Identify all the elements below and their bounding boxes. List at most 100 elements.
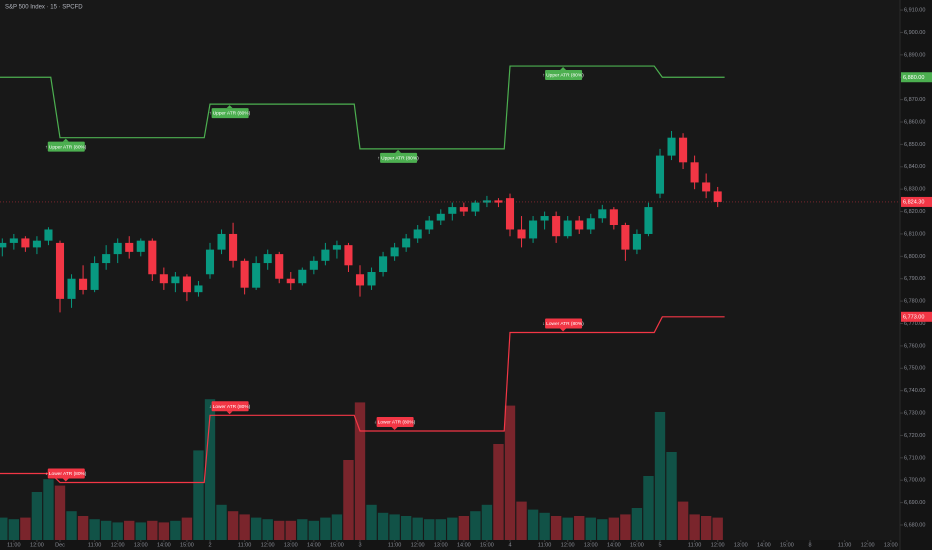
volume-bar bbox=[100, 520, 112, 540]
y-tick-label: 6,720.00 bbox=[904, 433, 925, 439]
volume-bar bbox=[516, 501, 527, 540]
volume-bar bbox=[424, 519, 435, 540]
x-tick-label: 11:00 bbox=[388, 542, 401, 548]
candle-body bbox=[205, 249, 215, 275]
volume-bar bbox=[689, 514, 700, 540]
volume-bar bbox=[527, 509, 539, 540]
x-tick-label: 11:00 bbox=[688, 542, 701, 548]
volume-bar bbox=[308, 520, 320, 540]
candle-body bbox=[390, 247, 399, 257]
candle-body bbox=[32, 240, 41, 248]
volume-bar bbox=[435, 519, 446, 540]
x-tick-label: 14:00 bbox=[457, 542, 471, 548]
candle-body bbox=[55, 242, 65, 299]
volume-bar bbox=[597, 519, 608, 540]
annotation-pointer bbox=[395, 149, 402, 153]
candle-body bbox=[713, 191, 722, 202]
volume-bar bbox=[666, 452, 677, 540]
candle-body bbox=[148, 240, 157, 275]
y-tick-label: 6,830.00 bbox=[904, 187, 925, 193]
x-tick-label: 14:00 bbox=[307, 542, 321, 548]
candle-body bbox=[263, 254, 272, 264]
x-tick-label: 13:00 bbox=[284, 542, 298, 548]
volume-bar bbox=[239, 514, 250, 540]
x-tick-label: 15:00 bbox=[780, 542, 794, 548]
candle-body bbox=[252, 263, 261, 288]
candle-body bbox=[632, 233, 641, 250]
x-tick-label: 11:00 bbox=[7, 542, 20, 548]
volume-bar bbox=[631, 508, 643, 540]
volume-bar bbox=[54, 485, 66, 540]
y-tick-label: 6,860.00 bbox=[904, 119, 925, 125]
candle-body bbox=[367, 272, 376, 286]
candle-body bbox=[436, 213, 445, 221]
x-tick-label: 12:00 bbox=[861, 542, 875, 548]
x-tick-label: 11:00 bbox=[88, 542, 101, 548]
x-tick-label: 13:00 bbox=[434, 542, 448, 548]
annotation-box bbox=[545, 318, 583, 329]
y-tick-label: 6,770.00 bbox=[904, 321, 925, 327]
volume-bar bbox=[389, 514, 400, 540]
candle-body bbox=[425, 220, 434, 230]
candle-body bbox=[448, 207, 457, 214]
volume-bar bbox=[181, 517, 193, 540]
volume-bar bbox=[481, 504, 493, 540]
volume-bar bbox=[170, 520, 181, 540]
candle-body bbox=[459, 207, 468, 212]
candle-body bbox=[679, 137, 688, 163]
x-tick-label: 11:00 bbox=[538, 542, 551, 548]
annotation-box bbox=[211, 401, 249, 412]
volume-bar bbox=[285, 520, 296, 540]
volume-bar bbox=[504, 405, 516, 540]
volume-bar bbox=[550, 516, 562, 540]
candle-body bbox=[402, 238, 411, 248]
y-tick-label: 6,800.00 bbox=[904, 254, 925, 260]
volume-bar bbox=[343, 460, 354, 540]
volume-bar bbox=[585, 517, 596, 540]
annotation-pointer bbox=[62, 138, 69, 142]
x-tick-label: 14:00 bbox=[157, 542, 171, 548]
annotation-box bbox=[380, 152, 418, 163]
annotation-pointer bbox=[226, 105, 233, 109]
candle-body bbox=[355, 274, 365, 286]
annotation-label: ↓ Lower ATR (80%) bbox=[374, 420, 416, 426]
volume-bar bbox=[366, 504, 377, 540]
candle-body bbox=[79, 278, 88, 290]
candle-body bbox=[182, 276, 191, 293]
candle-body bbox=[494, 200, 503, 203]
price-badge-label: 6,773.00 bbox=[903, 315, 924, 321]
volume-bar bbox=[112, 522, 123, 540]
candle-body bbox=[540, 216, 549, 221]
volume-bar bbox=[354, 402, 366, 540]
volume-bar bbox=[77, 516, 89, 540]
atr-line bbox=[0, 316, 725, 484]
annotation-label: ↑ Upper ATR (80%) bbox=[45, 144, 87, 150]
candle-body bbox=[113, 242, 122, 255]
volume-bar bbox=[193, 450, 204, 540]
y-tick-label: 6,730.00 bbox=[904, 411, 925, 417]
volume-bar bbox=[493, 444, 504, 540]
price-badge-label: 6,880.00 bbox=[903, 75, 924, 81]
y-tick-label: 6,900.00 bbox=[904, 30, 925, 36]
x-tick-label: 15:00 bbox=[180, 542, 194, 548]
candle-body bbox=[655, 155, 665, 194]
volume-bar bbox=[712, 517, 723, 540]
volume-bar bbox=[43, 479, 54, 540]
x-tick-label: 13:00 bbox=[734, 542, 748, 548]
candle-body bbox=[517, 229, 526, 239]
y-tick-label: 6,690.00 bbox=[904, 500, 925, 506]
candle-body bbox=[194, 285, 203, 293]
x-tick-label: 14:00 bbox=[757, 542, 771, 548]
volume-bar bbox=[470, 511, 481, 540]
annotation-pointer bbox=[391, 426, 398, 430]
y-tick-label: 6,810.00 bbox=[904, 231, 925, 237]
volume-bar bbox=[331, 514, 343, 540]
volume-bar bbox=[0, 517, 8, 540]
x-tick-label: 12:00 bbox=[30, 542, 44, 548]
volume-bar bbox=[608, 517, 620, 540]
candle-body bbox=[217, 233, 226, 250]
volume-bar bbox=[377, 512, 389, 540]
candle-body bbox=[598, 209, 607, 219]
x-tick-label: 2 bbox=[208, 542, 211, 548]
